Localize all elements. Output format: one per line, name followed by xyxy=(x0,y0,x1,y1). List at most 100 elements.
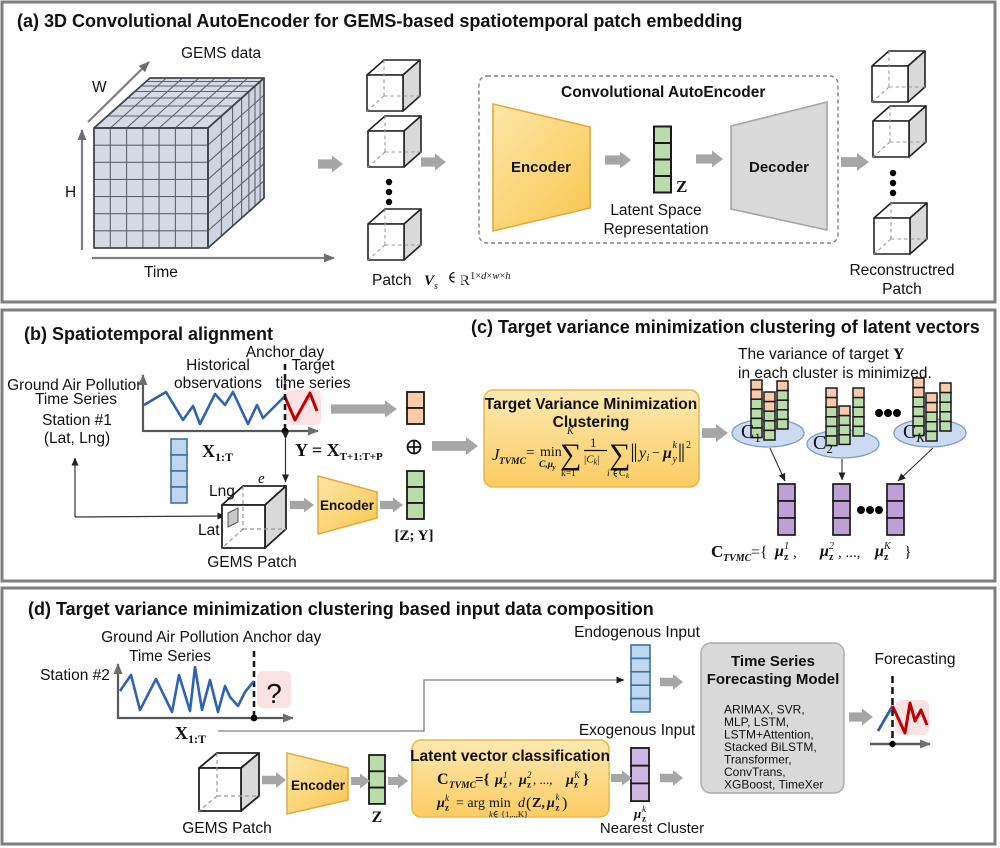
svg-text:Anchor day: Anchor day xyxy=(243,629,322,646)
svg-text:1: 1 xyxy=(503,770,508,780)
svg-text:Time Series: Time Series xyxy=(35,391,117,408)
svg-text:observations: observations xyxy=(174,375,262,392)
svg-text:Ground Air Pollution: Ground Air Pollution xyxy=(7,377,145,394)
svg-text:k: k xyxy=(489,809,493,819)
svg-text:μ: μ xyxy=(436,796,445,811)
svg-text:Convolutional AutoEncoder: Convolutional AutoEncoder xyxy=(561,84,765,101)
svg-text:?: ? xyxy=(266,678,282,709)
svg-text:z: z xyxy=(642,814,646,824)
svg-text:(a) 3D Convolutional AutoEncod: (a) 3D Convolutional AutoEncoder for GEM… xyxy=(17,11,742,31)
svg-text:z: z xyxy=(884,552,889,563)
svg-text:Station #2: Station #2 xyxy=(40,667,110,684)
svg-text:i: i xyxy=(607,469,610,479)
svg-text:Latent Space: Latent Space xyxy=(610,202,701,219)
svg-text:= arg: = arg xyxy=(456,796,485,811)
svg-text:(c) Target variance minimizati: (c) Target variance minimization cluster… xyxy=(471,317,980,337)
svg-text:μ: μ xyxy=(565,773,574,788)
svg-text:Z: Z xyxy=(372,809,383,826)
svg-text:μ: μ xyxy=(662,445,672,462)
svg-text:∑: ∑ xyxy=(609,438,630,471)
svg-text:2: 2 xyxy=(829,541,834,552)
svg-text:Endogenous Input: Endogenous Input xyxy=(574,624,701,641)
svg-text:z: z xyxy=(556,803,560,813)
svg-text:Z,: Z, xyxy=(532,796,545,811)
svg-text:d: d xyxy=(518,796,526,811)
svg-text:GEMS Patch: GEMS Patch xyxy=(182,820,272,837)
svg-text:,: , xyxy=(793,545,797,561)
svg-text:Transformer,: Transformer, xyxy=(724,753,792,767)
svg-text:Representation: Representation xyxy=(603,221,708,238)
svg-text:1×d×w×h: 1×d×w×h xyxy=(470,271,511,282)
svg-text:Encoder: Encoder xyxy=(511,159,571,176)
svg-text:Anchor day: Anchor day xyxy=(246,344,325,361)
svg-text:k: k xyxy=(626,472,630,480)
svg-text:C,μ: C,μ xyxy=(539,460,553,470)
svg-text:{1,..,K}: {1,..,K} xyxy=(501,809,528,819)
svg-text:Target Variance Minimization: Target Variance Minimization xyxy=(485,396,697,413)
svg-text:z: z xyxy=(784,552,789,563)
svg-text:Nearest Cluster: Nearest Cluster xyxy=(600,820,704,837)
svg-text:y: y xyxy=(552,464,557,472)
svg-text:2: 2 xyxy=(686,440,691,451)
svg-text:μ: μ xyxy=(874,543,884,560)
svg-text:H: H xyxy=(65,184,76,201)
svg-text:k: k xyxy=(673,440,678,451)
svg-text:Time: Time xyxy=(144,264,178,281)
svg-text:Decoder: Decoder xyxy=(749,159,809,176)
svg-text:={: ={ xyxy=(475,772,490,788)
svg-text:y: y xyxy=(637,445,647,462)
svg-text:(Lat, Lng): (Lat, Lng) xyxy=(44,430,110,447)
svg-text:z: z xyxy=(574,780,578,790)
svg-text:XGBoost, TimeXer: XGBoost, TimeXer xyxy=(724,778,823,792)
svg-text:k: k xyxy=(556,792,561,802)
svg-text:(: ( xyxy=(526,795,531,812)
svg-text:W: W xyxy=(92,79,107,96)
svg-text:Forecasting Model: Forecasting Model xyxy=(707,671,840,688)
svg-text:Forecasting: Forecasting xyxy=(875,651,956,668)
svg-text:Exogenous Input: Exogenous Input xyxy=(579,722,696,739)
svg-text:1: 1 xyxy=(590,435,597,450)
svg-text:LSTM+Attention,: LSTM+Attention, xyxy=(724,728,814,742)
svg-text:MLP, LSTM,: MLP, LSTM, xyxy=(724,715,789,729)
svg-text:μ: μ xyxy=(546,796,555,811)
svg-text:k=1: k=1 xyxy=(561,469,576,479)
svg-text:Historical: Historical xyxy=(186,357,250,374)
svg-text:C: C xyxy=(437,771,449,788)
svg-text:Ground Air Pollution: Ground Air Pollution xyxy=(101,629,239,646)
svg-text:K: K xyxy=(573,770,581,780)
svg-text:|Ck|: |Ck| xyxy=(584,454,599,467)
svg-text:s: s xyxy=(434,281,438,292)
svg-text:K: K xyxy=(566,426,575,437)
svg-text:(d) Target variance minimizati: (d) Target variance minimization cluster… xyxy=(28,599,654,619)
svg-text:(b) Spatiotemporal alignment: (b) Spatiotemporal alignment xyxy=(24,324,273,344)
svg-text:GEMS Patch: GEMS Patch xyxy=(207,554,297,571)
svg-text:time series: time series xyxy=(276,375,351,392)
svg-text:z: z xyxy=(527,780,531,790)
svg-text:min: min xyxy=(489,796,511,811)
svg-text:TVMC: TVMC xyxy=(449,781,477,791)
svg-text:z: z xyxy=(445,803,449,813)
svg-text:k: k xyxy=(445,793,450,803)
svg-text:Lat: Lat xyxy=(198,522,220,539)
svg-text:K: K xyxy=(883,541,892,552)
svg-text:ARIMAX, SVR,: ARIMAX, SVR, xyxy=(724,703,805,717)
svg-text:Clustering: Clustering xyxy=(553,414,630,431)
svg-text:Reconstructred: Reconstructred xyxy=(849,262,954,279)
svg-text:k: k xyxy=(642,804,647,814)
svg-text:C: C xyxy=(711,542,723,561)
svg-text:Lng: Lng xyxy=(209,483,235,500)
svg-text:Encoder: Encoder xyxy=(291,778,346,793)
svg-text:Encoder: Encoder xyxy=(320,498,375,513)
svg-text:2: 2 xyxy=(527,770,532,780)
svg-text:Time Series: Time Series xyxy=(731,653,815,670)
svg-text:Station #1: Station #1 xyxy=(42,412,112,429)
svg-text:Patch: Patch xyxy=(372,272,412,289)
svg-text:TVMC: TVMC xyxy=(723,553,752,564)
svg-text:1: 1 xyxy=(784,541,789,552)
svg-text:z: z xyxy=(503,780,507,790)
svg-text:ConvTrans,: ConvTrans, xyxy=(724,765,786,779)
svg-text:}: } xyxy=(583,772,589,788)
svg-text:,: , xyxy=(509,772,512,787)
svg-text:Patch: Patch xyxy=(882,281,922,298)
svg-text:i: i xyxy=(647,453,650,464)
